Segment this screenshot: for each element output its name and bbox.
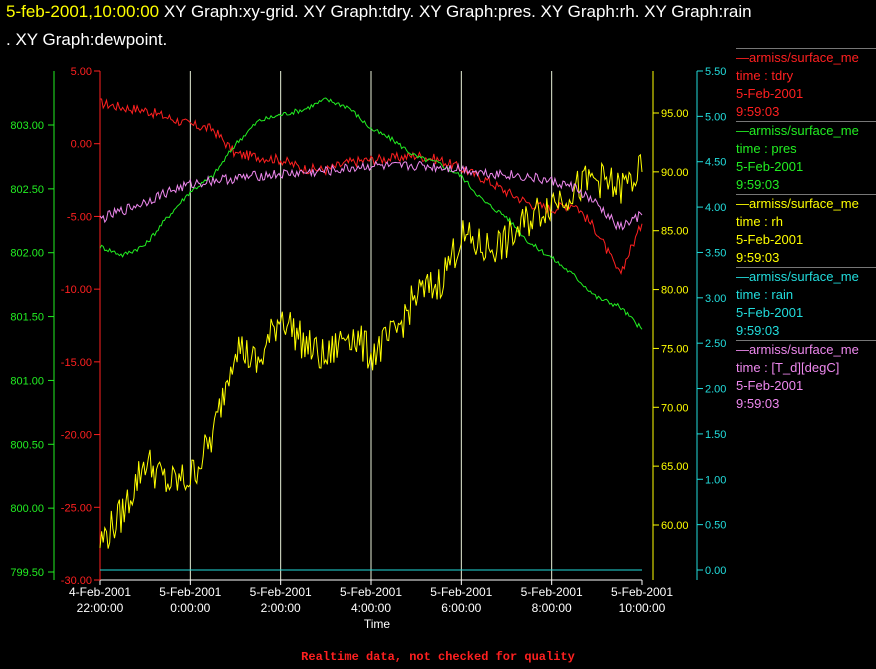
legend-line: 5-Feb-2001 xyxy=(736,159,804,174)
pres-tick-label: 802.00 xyxy=(10,248,44,260)
rh-tick-label: 95.00 xyxy=(661,108,689,120)
legend-line: time : pres xyxy=(736,141,797,156)
legend-line: time : [T_d][degC] xyxy=(736,360,840,375)
legend-line: —armiss/surface_me xyxy=(736,50,859,65)
x-axis-label: Time xyxy=(364,617,391,631)
pres-tick-label: 803.00 xyxy=(10,120,44,132)
legend-line: 5-Feb-2001 xyxy=(736,305,804,320)
tdry-tick-label: -15.00 xyxy=(61,357,92,369)
rain-tick-label: 0.00 xyxy=(705,565,726,577)
legend-line: 9:59:03 xyxy=(736,323,780,338)
rain-tick-label: 1.50 xyxy=(705,429,726,441)
pres-tick-label: 800.00 xyxy=(10,503,44,515)
rain-tick-label: 5.50 xyxy=(705,66,726,78)
rain-tick-label: 5.00 xyxy=(705,111,726,123)
x-tick-label: 5-Feb-2001 xyxy=(430,585,492,599)
x-tick-label: 6:00:00 xyxy=(441,601,481,615)
rh-tick-label: 80.00 xyxy=(661,285,689,297)
legend-line: 5-Feb-2001 xyxy=(736,86,804,101)
quality-notice: Realtime data, not checked for quality xyxy=(301,650,575,664)
rain-tick-label: 2.50 xyxy=(705,338,726,350)
tdry-tick-label: -20.00 xyxy=(61,430,92,442)
tdry-tick-label: -10.00 xyxy=(61,284,92,296)
title-date: 5-feb-2001,10:00:00 xyxy=(6,2,160,21)
pres-tick-label: 801.50 xyxy=(10,312,44,324)
axes: 4-Feb-2001 22:00:00 5-Feb-2001 0:00:00 5-Feb… xyxy=(10,66,726,615)
grid-lines xyxy=(189,71,553,580)
chart-title-line-1: 5-feb-2001,10:00:00 XY Graph:xy-grid. XY… xyxy=(6,2,752,22)
x-tick-label: 5-Feb-2001 xyxy=(340,585,402,599)
legend-line: —armiss/surface_me xyxy=(736,269,859,284)
legend-line: —armiss/surface_me xyxy=(736,342,859,357)
rh-tick-label: 85.00 xyxy=(661,226,689,238)
x-tick-label: 8:00:00 xyxy=(532,601,572,615)
legend-line: 9:59:03 xyxy=(736,396,780,411)
x-tick-label: 5-Feb-2001 xyxy=(250,585,312,599)
x-tick-label: 5-Feb-2001 xyxy=(521,585,583,599)
legend-line: 5-Feb-2001 xyxy=(736,378,804,393)
pres-tick-label: 800.50 xyxy=(10,439,44,451)
legend-line: 9:59:03 xyxy=(736,177,780,192)
x-tick-label: 2:00:00 xyxy=(261,601,301,615)
dewpoint-line xyxy=(99,160,643,231)
series-lines xyxy=(99,97,643,571)
rain-tick-label: 4.00 xyxy=(705,202,726,214)
x-tick-label: 4-Feb-2001 xyxy=(69,585,131,599)
legend-line: —armiss/surface_me xyxy=(736,196,859,211)
tdry-line xyxy=(100,98,643,275)
rh-tick-label: 75.00 xyxy=(661,343,689,355)
tdry-tick-label: -25.00 xyxy=(61,502,92,514)
pres-tick-label: 799.50 xyxy=(10,567,44,579)
legend-line: 5-Feb-2001 xyxy=(736,232,804,247)
x-tick-label: 0:00:00 xyxy=(170,601,210,615)
x-tick-label: 5-Feb-2001 xyxy=(611,585,673,599)
title-graph-list: XY Graph:xy-grid. XY Graph:tdry. XY Grap… xyxy=(159,2,752,21)
rain-tick-label: 4.50 xyxy=(705,157,726,169)
tdry-tick-label: 5.00 xyxy=(71,66,92,78)
tdry-tick-label: 0.00 xyxy=(71,139,92,151)
legend-line: 9:59:03 xyxy=(736,250,780,265)
pres-line xyxy=(99,97,643,330)
tdry-tick-label: -30.00 xyxy=(61,575,92,587)
pres-tick-label: 802.50 xyxy=(10,184,44,196)
pres-tick-label: 801.00 xyxy=(10,375,44,387)
x-tick-label: 10:00:00 xyxy=(619,601,666,615)
rain-tick-label: 3.00 xyxy=(705,293,726,305)
x-tick-label: 5-Feb-2001 xyxy=(159,585,221,599)
rain-tick-label: 2.00 xyxy=(705,384,726,396)
legend-line: time : rh xyxy=(736,214,783,229)
rh-tick-label: 70.00 xyxy=(661,402,689,414)
rh-line xyxy=(99,153,643,549)
legend-line: —armiss/surface_me xyxy=(736,123,859,138)
x-tick-label: 4:00:00 xyxy=(351,601,391,615)
legend-line: time : rain xyxy=(736,287,794,302)
chart-title-line-2: . XY Graph:dewpoint. xyxy=(6,30,168,49)
legend-line: 9:59:03 xyxy=(736,104,780,119)
rain-tick-label: 3.50 xyxy=(705,247,726,259)
tdry-tick-label: -5.00 xyxy=(67,211,92,223)
rh-tick-label: 65.00 xyxy=(661,461,689,473)
rain-tick-label: 0.50 xyxy=(705,520,726,532)
rh-tick-label: 60.00 xyxy=(661,520,689,532)
rh-tick-label: 90.00 xyxy=(661,167,689,179)
legend: —armiss/surface_me time : tdry 5-Feb-2001 9… xyxy=(736,48,876,413)
x-tick-label: 22:00:00 xyxy=(77,601,124,615)
rain-tick-label: 1.00 xyxy=(705,474,726,486)
legend-line: time : tdry xyxy=(736,68,794,83)
